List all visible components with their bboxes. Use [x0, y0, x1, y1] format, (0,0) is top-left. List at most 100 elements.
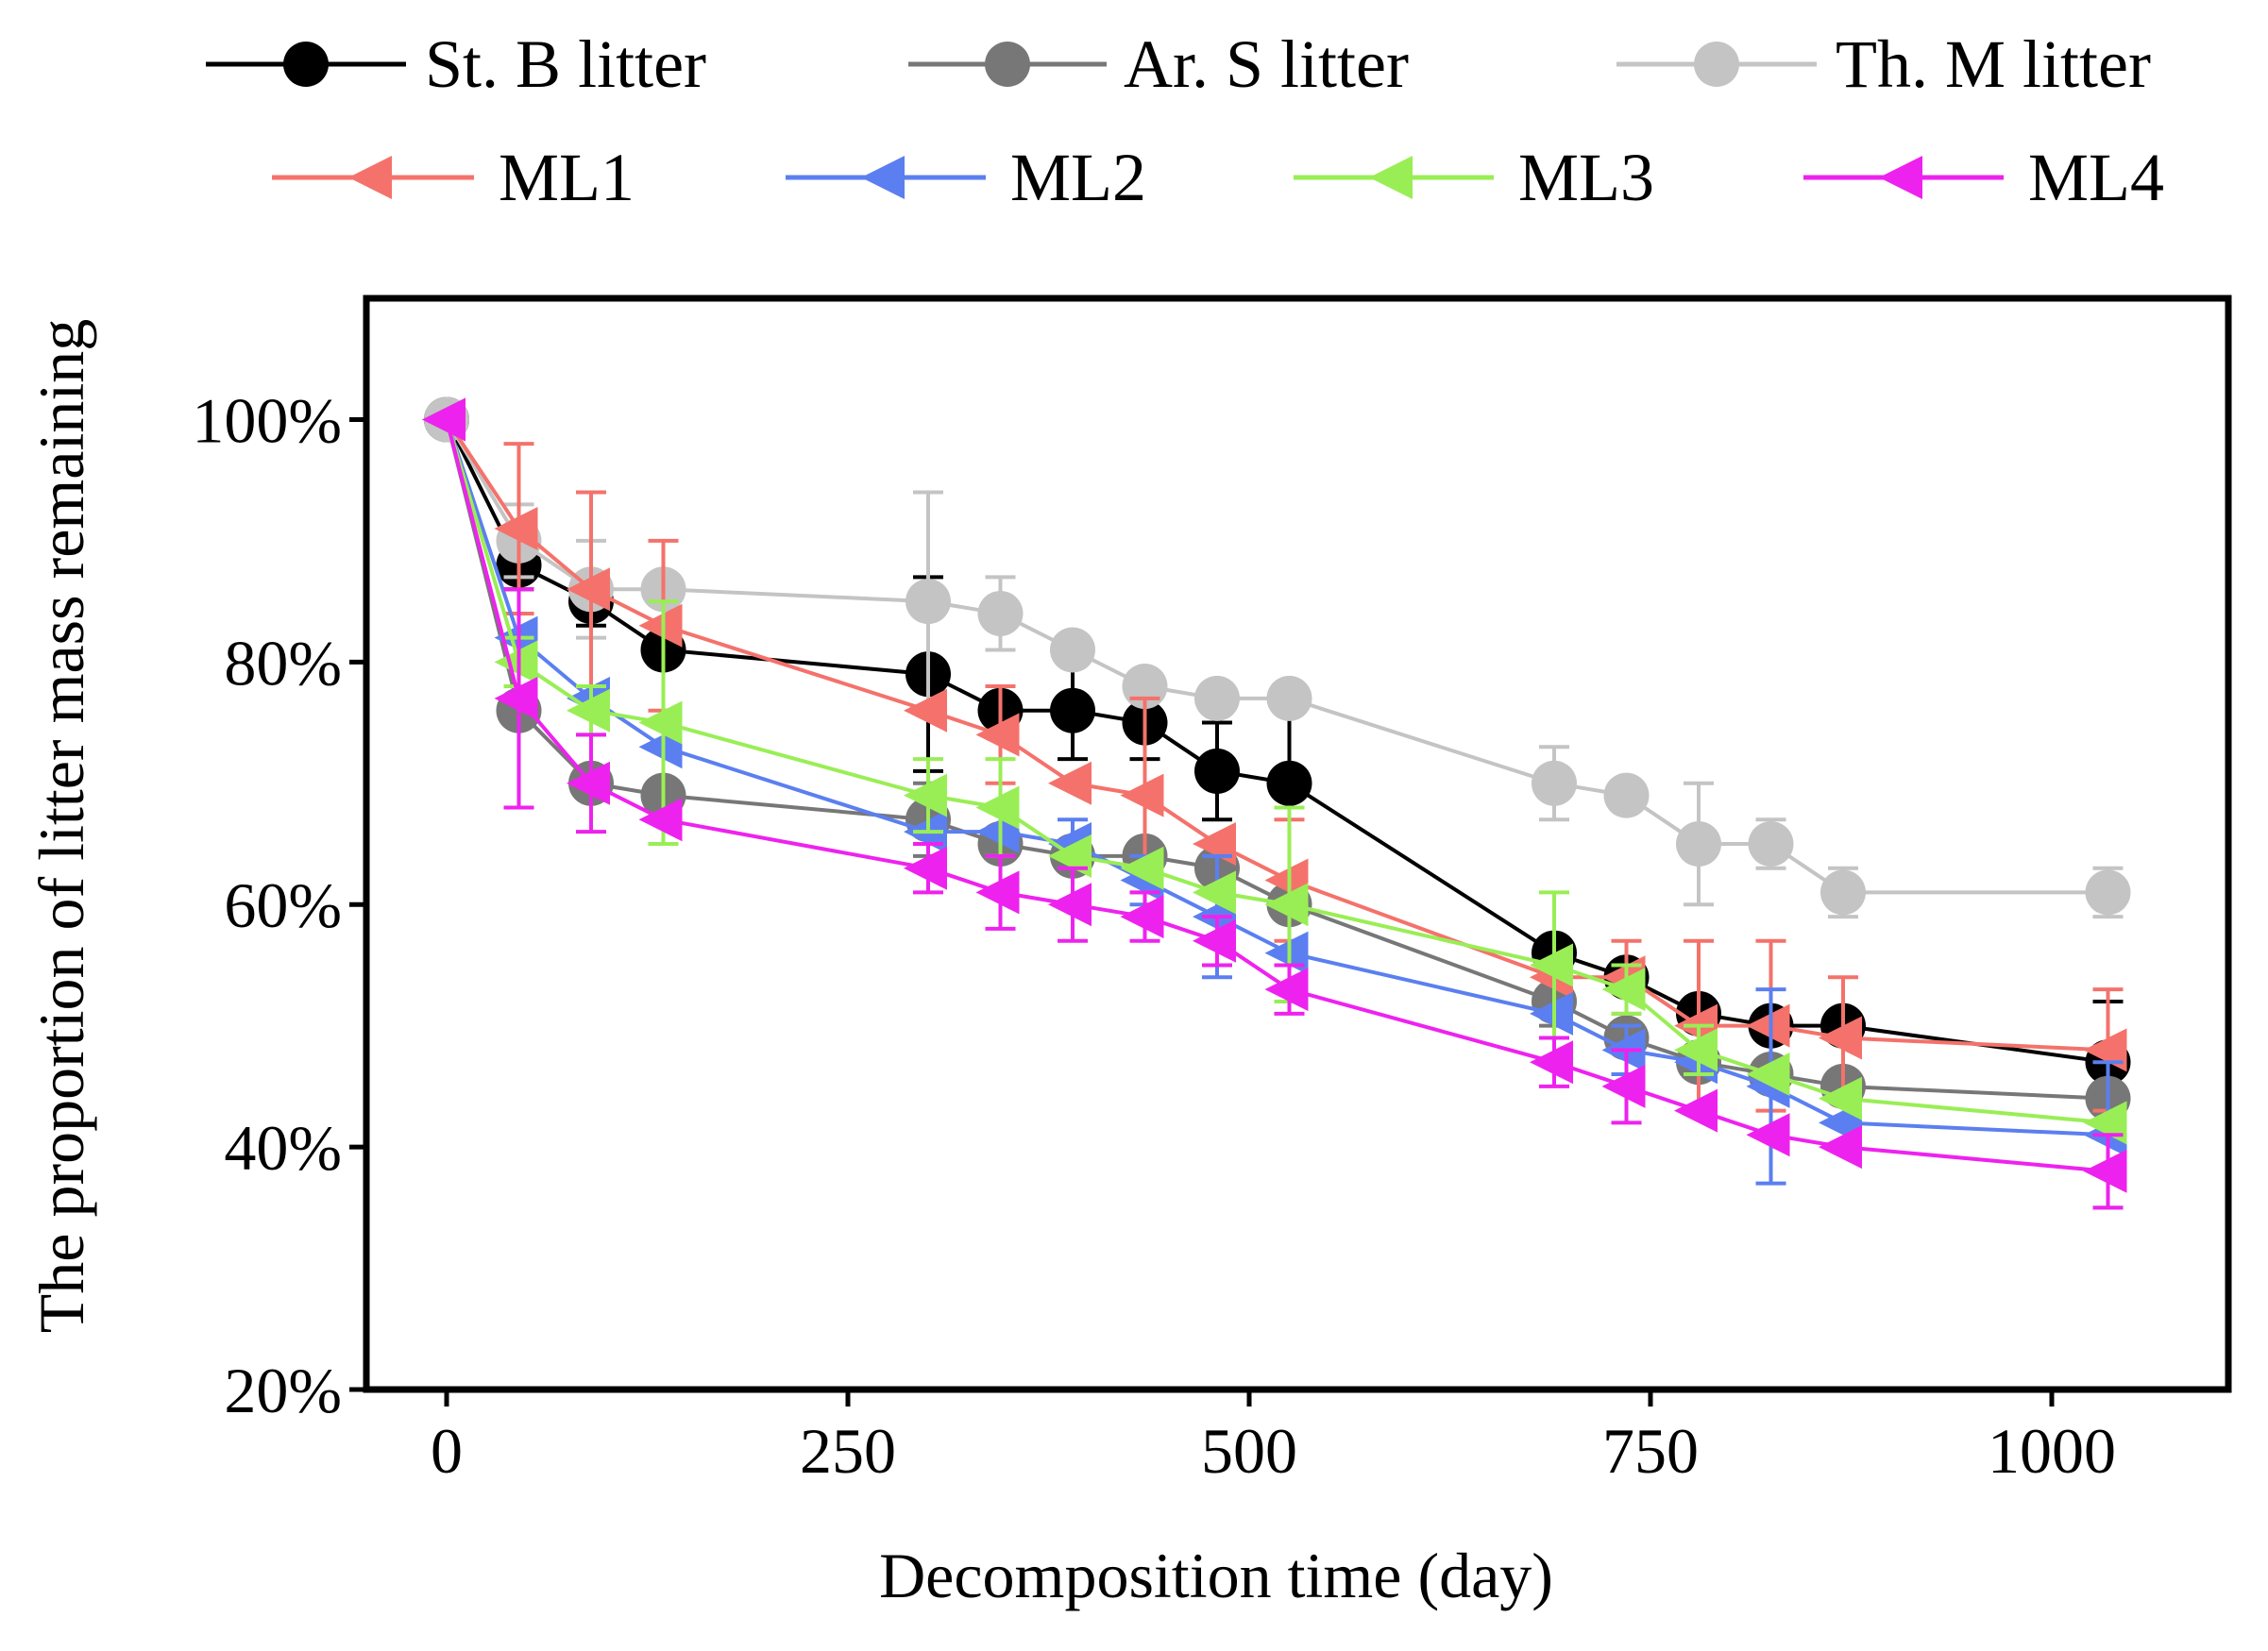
- data-point-ml4: [1193, 918, 1236, 963]
- legend-marker-st-b-litter: [283, 42, 329, 87]
- data-point-ml3: [1746, 1053, 1790, 1097]
- legend-item-ml3: ML3: [1294, 140, 1654, 215]
- data-point-ml1: [1819, 1016, 1862, 1060]
- data-point-ml1: [904, 688, 947, 733]
- data-point-th-m-litter: [1194, 675, 1240, 721]
- x-axis-label: Decomposition time (day): [879, 1540, 1553, 1611]
- data-point-th-m-litter: [906, 579, 951, 625]
- data-point-ml4: [494, 676, 538, 720]
- legend-item-ml4: ML4: [1803, 140, 2164, 215]
- legend-marker-ar-s-litter: [985, 42, 1030, 87]
- legend-label-ml4: ML4: [2028, 140, 2164, 215]
- legend-marker-ml1: [348, 156, 392, 199]
- data-point-ml4: [1674, 1088, 1718, 1133]
- data-point-th-m-litter: [1820, 869, 1866, 916]
- data-point-ml4: [1048, 883, 1092, 927]
- x-tick-label: 500: [1201, 1415, 1297, 1487]
- plot-series: [422, 396, 2131, 1210]
- legend-item-th-m-litter: Th. M litter: [1616, 26, 2151, 102]
- data-point-ml4: [1530, 1040, 1573, 1085]
- data-point-ml4: [1120, 895, 1164, 939]
- data-point-ml4: [1819, 1125, 1862, 1170]
- series-line-ml3: [445, 418, 2108, 1125]
- x-tick-label: 1000: [1988, 1415, 2116, 1487]
- x-tick-label: 250: [800, 1415, 896, 1487]
- y-tick-label: 60%: [224, 869, 342, 941]
- data-point-ml4: [422, 397, 465, 442]
- data-point-st-b-litter: [1194, 748, 1240, 794]
- legend-item-st-b-litter: St. B litter: [206, 26, 706, 102]
- axes: 0 250 500 750 1000 20% 40% 60% 80% 100%: [192, 295, 2232, 1487]
- legend: St. B litter Ar. S litter Th. M litter ML1 M…: [206, 26, 2164, 215]
- legend-label-th-m-litter: Th. M litter: [1836, 26, 2151, 102]
- legend-label-ml2: ML2: [1010, 140, 1146, 215]
- data-point-ml4: [1264, 968, 1309, 1012]
- data-point-ml1: [975, 713, 1020, 757]
- x-tick-label: 750: [1602, 1415, 1699, 1487]
- y-tick-label: 100%: [192, 384, 342, 456]
- data-point-th-m-litter: [1676, 821, 1721, 867]
- data-point-ml4: [904, 846, 947, 890]
- legend-item-ar-s-litter: Ar. S litter: [908, 26, 1409, 102]
- data-point-ml4: [1746, 1113, 1790, 1157]
- data-point-ml3: [567, 688, 610, 733]
- data-point-th-m-litter: [977, 590, 1024, 636]
- series-line-ar-s-litter: [445, 418, 2108, 1101]
- data-point-th-m-litter: [2085, 869, 2131, 916]
- data-point-st-b-litter: [1266, 760, 1312, 806]
- data-point-ml3: [1601, 968, 1646, 1012]
- data-point-ml1: [1120, 773, 1164, 817]
- data-point-ml2: [1264, 931, 1309, 975]
- data-point-ml4: [638, 798, 683, 842]
- data-point-ml3: [1819, 1076, 1862, 1120]
- data-point-ml3: [1193, 870, 1236, 915]
- series-line-ml4: [445, 418, 2108, 1173]
- data-point-ml1: [638, 603, 683, 648]
- series-th-m-litter: [424, 396, 2131, 919]
- data-point-ml4: [567, 761, 610, 805]
- series-line-th-m-litter: [445, 418, 2108, 895]
- legend-label-ml3: ML3: [1518, 140, 1654, 215]
- y-axis-label: The proportion of litter mass remaining: [25, 319, 97, 1334]
- legend-label-ml1: ML1: [499, 140, 635, 215]
- legend-item-ml1: ML1: [272, 140, 635, 215]
- data-point-ml3: [975, 785, 1020, 830]
- data-point-ml4: [975, 870, 1020, 915]
- data-point-ml2: [1530, 991, 1573, 1036]
- legend-item-ml2: ML2: [786, 140, 1146, 215]
- data-point-ml1: [1048, 761, 1092, 805]
- data-point-th-m-litter: [1603, 772, 1650, 818]
- data-point-th-m-litter: [1532, 760, 1577, 806]
- data-point-ml1: [1746, 1003, 1790, 1048]
- data-point-th-m-litter: [1050, 627, 1095, 673]
- y-tick-label: 80%: [224, 627, 342, 699]
- data-point-ml4: [1601, 1064, 1646, 1108]
- data-point-ml1: [567, 567, 610, 612]
- series-ml4: [422, 397, 2127, 1210]
- legend-label-ar-s-litter: Ar. S litter: [1124, 26, 1409, 102]
- data-point-ml3: [1530, 943, 1573, 987]
- data-point-ml4: [2083, 1149, 2127, 1193]
- legend-marker-ml4: [1879, 156, 1922, 199]
- data-point-st-b-litter: [1050, 687, 1095, 733]
- data-point-ml3: [638, 700, 683, 745]
- data-point-ml1: [494, 507, 538, 551]
- data-point-th-m-litter: [1266, 675, 1312, 721]
- legend-marker-ml3: [1369, 156, 1413, 199]
- legend-marker-th-m-litter: [1694, 42, 1739, 87]
- series-line-st-b-litter: [445, 418, 2108, 1065]
- data-point-ml3: [1674, 1028, 1718, 1072]
- data-point-ml3: [494, 640, 538, 684]
- data-point-ml3: [1120, 846, 1164, 890]
- legend-label-st-b-litter: St. B litter: [425, 26, 706, 102]
- data-point-ml3: [1264, 883, 1309, 927]
- series-line-ml2: [445, 418, 2108, 1137]
- y-tick-label: 20%: [224, 1355, 342, 1426]
- x-tick-label: 0: [431, 1415, 463, 1487]
- data-point-ml3: [904, 773, 947, 817]
- plot-frame: [363, 295, 2232, 1393]
- legend-marker-ml2: [861, 156, 905, 199]
- series-line-ml1: [445, 418, 2108, 1053]
